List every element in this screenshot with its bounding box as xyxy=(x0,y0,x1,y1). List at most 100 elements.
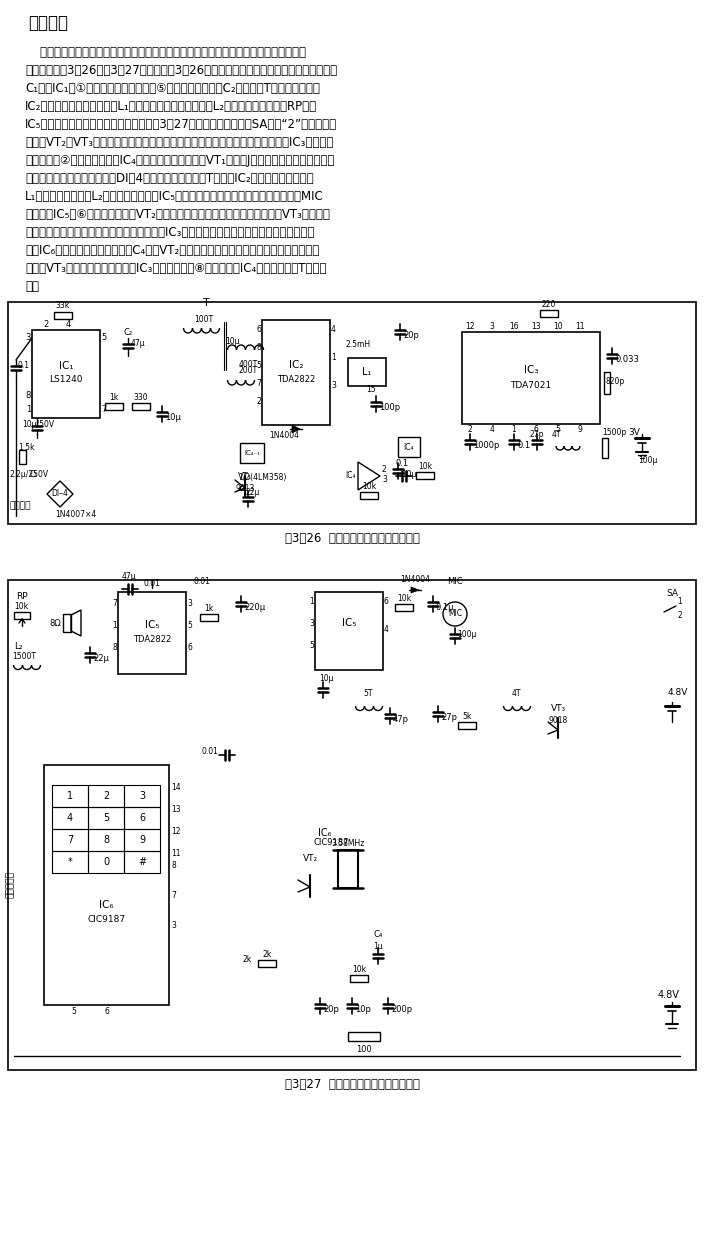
Text: 0.1: 0.1 xyxy=(396,459,408,468)
Text: 220μ: 220μ xyxy=(244,603,265,612)
Text: 6: 6 xyxy=(384,597,389,607)
Bar xyxy=(52,785,88,807)
Bar xyxy=(124,852,160,873)
Bar xyxy=(63,614,71,632)
Text: 信号后，其②脚电位升高，经IC₄构成的电压比较器，使VT₁导通，J吸合，外线接入。这时从外: 信号后，其②脚电位升高，经IC₄构成的电压比较器，使VT₁导通，J吸合，外线接入… xyxy=(25,154,334,167)
Text: 放大后辐射出去。主机电话接收到此信号，由IC₃解调放大。手机对外线拨号时由双音频拨号: 放大后辐射出去。主机电话接收到此信号，由IC₃解调放大。手机对外线拨号时由双音频… xyxy=(25,226,315,239)
Bar xyxy=(360,492,378,499)
Text: 4: 4 xyxy=(65,320,70,329)
Text: 8: 8 xyxy=(25,392,31,400)
Text: 4T: 4T xyxy=(511,688,521,698)
Text: 2: 2 xyxy=(256,398,261,407)
Text: 4: 4 xyxy=(489,425,494,434)
Text: 1: 1 xyxy=(512,425,516,434)
Text: LS1240: LS1240 xyxy=(49,376,83,384)
Text: IC₆: IC₆ xyxy=(318,828,332,838)
Text: 3: 3 xyxy=(382,476,387,485)
Text: 工作原理: 工作原理 xyxy=(28,14,68,32)
Text: 2: 2 xyxy=(677,611,681,619)
Polygon shape xyxy=(411,587,419,593)
Text: 47μ: 47μ xyxy=(131,340,146,349)
Text: 13: 13 xyxy=(171,805,181,813)
Text: #: # xyxy=(138,857,146,866)
Text: L₁: L₁ xyxy=(363,367,372,377)
Bar xyxy=(52,852,88,873)
Text: 2: 2 xyxy=(103,791,109,801)
Text: 47μ: 47μ xyxy=(122,572,137,581)
Text: 15: 15 xyxy=(366,384,376,394)
Text: 0.01: 0.01 xyxy=(194,577,211,586)
Text: 14: 14 xyxy=(171,782,181,791)
Text: 20p: 20p xyxy=(323,1005,339,1014)
Bar xyxy=(19,450,26,464)
Text: 11: 11 xyxy=(171,848,180,858)
Text: 0.01: 0.01 xyxy=(201,748,218,756)
Text: 2k: 2k xyxy=(243,955,252,964)
Text: 100μ: 100μ xyxy=(638,456,658,465)
Bar xyxy=(32,330,100,418)
Polygon shape xyxy=(292,425,300,433)
Text: 5: 5 xyxy=(256,361,261,371)
Bar xyxy=(350,975,368,981)
Text: 6: 6 xyxy=(139,813,145,823)
Text: 10k: 10k xyxy=(418,462,432,471)
Text: 数字显示器: 数字显示器 xyxy=(6,871,15,899)
Text: 27p: 27p xyxy=(530,430,544,439)
Text: 1: 1 xyxy=(309,597,314,607)
Text: 10k: 10k xyxy=(352,965,366,974)
Text: 1k: 1k xyxy=(204,604,213,613)
Bar xyxy=(416,472,434,480)
Text: 10p: 10p xyxy=(355,1005,371,1014)
Text: IC₅: IC₅ xyxy=(341,618,356,628)
Text: 1N4004: 1N4004 xyxy=(269,431,299,440)
Bar xyxy=(8,580,696,1070)
Text: DI–4: DI–4 xyxy=(51,489,68,498)
Bar xyxy=(52,807,88,829)
Bar xyxy=(44,765,169,1005)
Bar xyxy=(602,438,608,459)
Text: 5k: 5k xyxy=(463,712,472,721)
Text: IC₂: IC₂ xyxy=(289,360,303,370)
Text: 22μ: 22μ xyxy=(93,654,109,662)
Text: 5: 5 xyxy=(309,641,314,650)
Text: 线。: 线。 xyxy=(25,281,39,293)
Text: 10μ: 10μ xyxy=(319,674,334,684)
Text: 时），VT₂、VT₃组成的射频电路获得工作电源，并辐射出射频信号。主机电路中IC₃接收到此: 时），VT₂、VT₃组成的射频电路获得工作电源，并辐射出射频信号。主机电路中IC… xyxy=(25,136,334,150)
Text: 22μ: 22μ xyxy=(245,488,259,497)
Bar xyxy=(604,372,610,394)
Text: 7: 7 xyxy=(256,379,261,388)
Text: 8: 8 xyxy=(171,860,176,869)
Text: 47p: 47p xyxy=(393,714,409,724)
Text: 12: 12 xyxy=(465,323,474,331)
Text: 2.2μ/250V: 2.2μ/250V xyxy=(10,470,49,480)
Text: L₁辐射出去。手机中L₂拾取该信号后送到IC₅放大，推动扬声器发声。而传出的信号由MIC: L₁辐射出去。手机中L₂拾取该信号后送到IC₅放大，推动扬声器发声。而传出的信号… xyxy=(25,190,324,203)
Text: 1: 1 xyxy=(112,622,117,630)
Text: IC₅: IC₅ xyxy=(145,620,159,630)
Text: IC₄₋₁: IC₄₋₁ xyxy=(244,450,260,456)
Text: 0.1: 0.1 xyxy=(517,441,530,450)
Bar xyxy=(258,960,276,967)
Text: 2k: 2k xyxy=(263,950,272,959)
Text: IC₄: IC₄ xyxy=(346,471,356,481)
Text: 本小型无绳电话采用音频感应和射频发射相结合的方式进行双工通信。其主机与手机电: 本小型无绳电话采用音频感应和射频发射相结合的方式进行双工通信。其主机与手机电 xyxy=(25,46,306,59)
Text: 2.5mH: 2.5mH xyxy=(346,340,371,349)
Text: RP: RP xyxy=(16,592,27,601)
Text: 4.8V: 4.8V xyxy=(668,688,689,697)
Text: 13: 13 xyxy=(532,323,541,331)
Text: 9018: 9018 xyxy=(548,716,567,726)
Text: 1500T: 1500T xyxy=(12,653,36,661)
Text: 7: 7 xyxy=(67,836,73,845)
Bar xyxy=(88,807,124,829)
Text: 5: 5 xyxy=(103,813,109,823)
Text: 8: 8 xyxy=(103,836,109,845)
Text: 5: 5 xyxy=(555,425,560,434)
Text: 1k: 1k xyxy=(109,393,119,402)
Text: 1000p: 1000p xyxy=(473,441,499,450)
Text: 2: 2 xyxy=(467,425,472,434)
Text: 10μ/50V: 10μ/50V xyxy=(22,420,54,429)
Text: 5: 5 xyxy=(187,622,192,630)
Text: 16: 16 xyxy=(509,323,519,331)
Text: 1: 1 xyxy=(331,353,336,362)
Text: 10μ: 10μ xyxy=(401,470,417,480)
Text: 1.5k: 1.5k xyxy=(18,442,34,452)
